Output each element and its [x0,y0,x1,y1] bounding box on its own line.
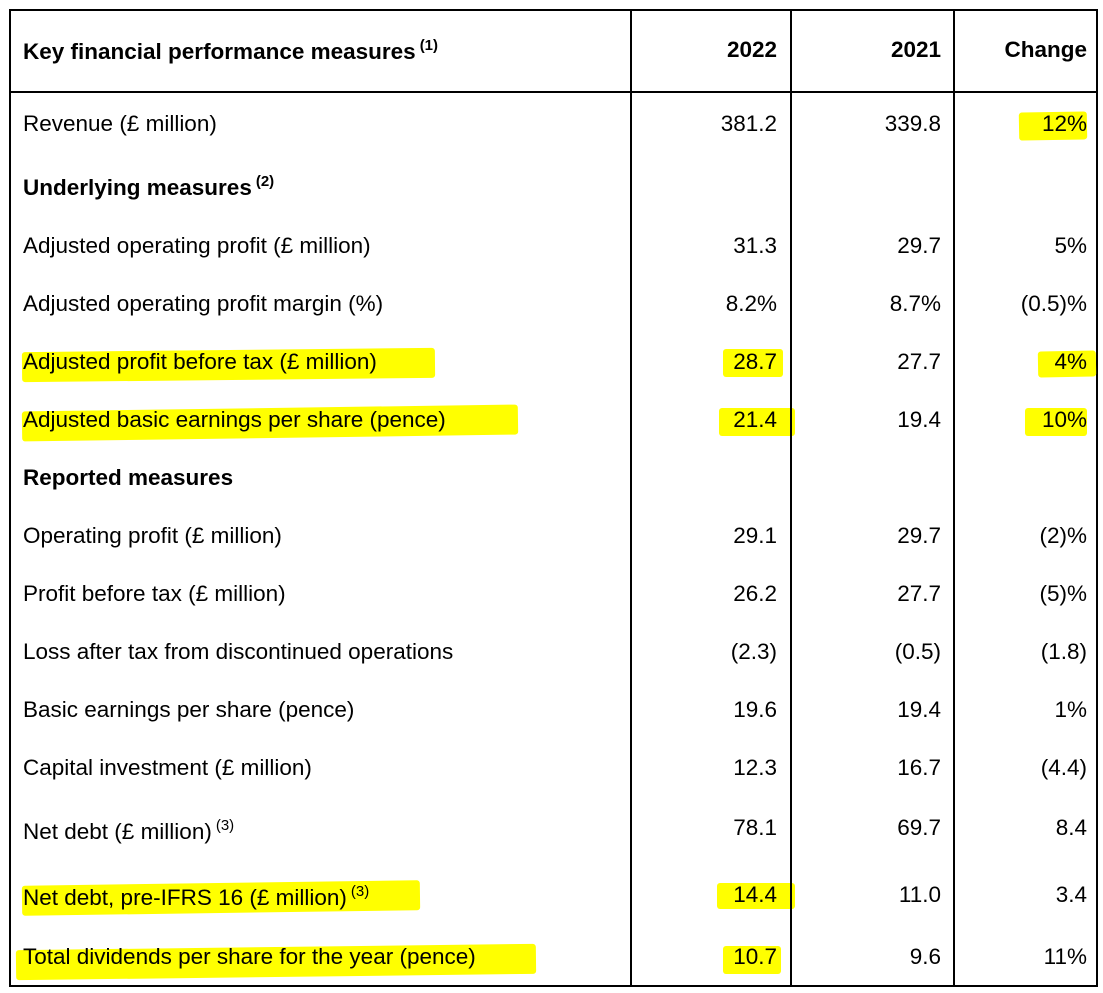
row-value-change: 8.4 [1055,815,1087,840]
row-value-2021: 27.7 [897,349,941,374]
row-value-change: 1% [1054,697,1087,722]
highlight-adj-pbt-2022 [723,349,783,377]
row-value-change: (2)% [1039,523,1087,548]
header-title: Key financial performance measures (1) [23,37,439,64]
row-value-change: (4.4) [1040,755,1087,780]
row-value-2022: 28.7 [733,349,777,374]
highlight-dividends-2022 [723,946,781,974]
row-value-2022: 381.2 [720,111,777,136]
highlight-adj-eps-2022 [719,408,795,436]
row-label: Adjusted basic earnings per share (pence… [23,407,446,432]
row-label: Basic earnings per share (pence) [23,697,355,722]
row-value-change: (0.5)% [1020,291,1087,316]
row-value-2021: 19.4 [897,407,941,432]
section-title-reported: Reported measures [23,465,234,490]
highlight-net-debt-pre-2022 [717,883,795,909]
row-note: (3) [215,817,235,834]
row-value-2021: 9.6 [909,944,941,969]
row-value-change: (5)% [1039,581,1087,606]
row-value-change: 3.4 [1055,882,1087,907]
row-label: Total dividends per share for the year (… [23,944,476,969]
row-label: Operating profit (£ million) [23,523,282,548]
row-value-2021: 69.7 [897,815,941,840]
column-divider [630,11,632,985]
row-value-2022: 21.4 [733,407,777,432]
row-value-2022: 14.4 [733,882,777,907]
row-value-2022: 29.1 [733,523,777,548]
row-value-change: 4% [1054,349,1087,374]
row-value-2022: 31.3 [733,233,777,258]
financial-measures-table: Key financial performance measures (1) 20… [9,9,1098,987]
row-value-2022: 26.2 [733,581,777,606]
row-label: Adjusted profit before tax (£ million) [23,349,377,374]
row-value-2021: 8.7% [889,291,941,316]
header-col-2022: 2022 [726,37,777,62]
row-label: Net debt (£ million) (3) [23,817,235,844]
row-value-2021: 339.8 [884,111,941,136]
row-value-2021: 27.7 [897,581,941,606]
row-note: (3) [350,883,370,900]
row-value-change: (1.8) [1040,639,1087,664]
row-value-2021: 29.7 [897,233,941,258]
row-value-change: 12% [1041,111,1087,136]
row-label: Adjusted operating profit margin (%) [23,291,384,316]
row-label: Adjusted operating profit (£ million) [23,233,371,258]
highlight-adj-eps-change [1025,408,1087,436]
section-title-underlying: Underlying measures (2) [23,173,275,200]
row-label: Loss after tax from discontinued operati… [23,639,454,664]
row-value-2022: 19.6 [733,697,777,722]
row-label: Profit before tax (£ million) [23,581,286,606]
row-value-2022: (2.3) [730,639,777,664]
row-value-change: 10% [1041,407,1087,432]
row-label: Net debt, pre-IFRS 16 (£ million) (3) [23,883,370,910]
section-note: (2) [255,173,275,190]
row-value-change: 11% [1043,944,1087,969]
row-value-2021: 29.7 [897,523,941,548]
header-title-note: (1) [419,37,439,54]
row-value-2021: 19.4 [897,697,941,722]
row-value-2021: (0.5) [894,639,941,664]
column-divider [953,11,955,985]
header-col-2021: 2021 [890,37,941,62]
row-label: Revenue (£ million) [23,111,217,136]
row-value-2021: 16.7 [897,755,941,780]
row-value-2022: 12.3 [733,755,777,780]
row-value-2022: 10.7 [733,944,777,969]
header-col-change: Change [1004,37,1087,62]
table-header [11,11,1096,93]
column-divider [790,11,792,985]
row-label: Capital investment (£ million) [23,755,312,780]
row-value-change: 5% [1054,233,1087,258]
row-value-2022: 78.1 [733,815,777,840]
row-value-2022: 8.2% [725,291,777,316]
row-value-2021: 11.0 [898,882,941,907]
